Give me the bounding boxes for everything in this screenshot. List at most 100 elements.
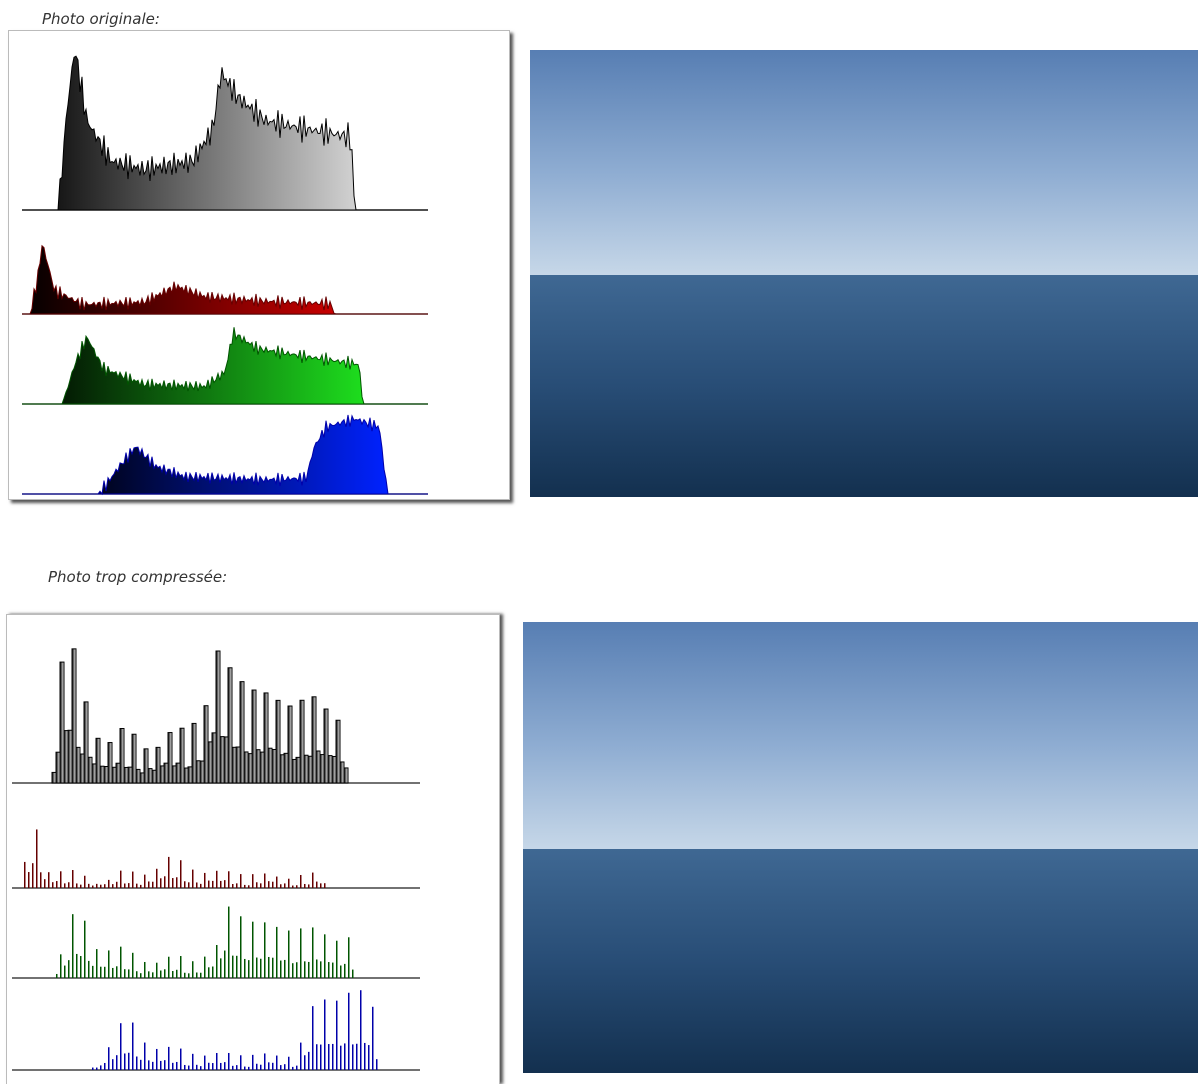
histogram-spike	[144, 962, 146, 978]
histogram-spike	[328, 1044, 330, 1070]
histogram-spike	[312, 927, 314, 978]
histogram-spike	[220, 881, 222, 888]
histogram-spike	[324, 999, 326, 1070]
histogram-spike	[304, 961, 306, 978]
histogram-spike	[336, 941, 338, 978]
histogram-spike	[136, 1057, 138, 1070]
histogram-spike	[100, 967, 102, 978]
histogram-spike	[300, 875, 302, 888]
histogram-spike	[240, 874, 242, 888]
histogram-spike	[292, 886, 294, 888]
histogram-spike	[280, 755, 284, 783]
histogram-spike	[92, 1068, 94, 1070]
histogram-spike	[152, 882, 154, 888]
histogram-spike	[248, 885, 250, 888]
histogram-spike	[176, 877, 178, 888]
histogram-spike	[80, 754, 84, 783]
histogram-spike	[264, 873, 266, 888]
histogram-spike	[116, 882, 118, 888]
histogram-spike	[156, 747, 160, 783]
histogram-spike	[108, 1047, 110, 1070]
sky	[523, 622, 1198, 849]
histogram-spike	[300, 928, 302, 978]
histogram-spike	[172, 971, 174, 978]
histogram-spike	[300, 700, 304, 783]
histogram-spike	[128, 767, 132, 783]
histogram-spike	[316, 751, 320, 783]
histogram-spike	[136, 769, 140, 783]
histogram-spike	[264, 1053, 266, 1070]
histogram-spike	[124, 1053, 126, 1070]
histogram-spike	[112, 968, 114, 978]
histogram-spike	[228, 871, 230, 888]
histogram-spike	[160, 1061, 162, 1070]
histogram-spike	[308, 756, 312, 783]
histogram-spike	[84, 702, 88, 783]
histogram-spike	[112, 767, 116, 783]
histogram-spike	[168, 733, 172, 783]
histogram-spike	[136, 971, 138, 978]
histogram-spike	[56, 881, 58, 888]
histogram-spike	[200, 973, 202, 978]
histogram-spike	[368, 1045, 370, 1070]
histogram-spike	[40, 872, 42, 888]
histogram-spike	[212, 733, 216, 783]
histogram-spike	[256, 750, 260, 783]
histogram-spike	[132, 1023, 134, 1070]
histogram-spike	[144, 1043, 146, 1070]
histogram-spike	[320, 961, 322, 978]
histogram-spike	[212, 1063, 214, 1070]
histogram-spike	[296, 962, 298, 978]
histogram-spike	[252, 922, 254, 978]
histogram-spike	[232, 747, 236, 783]
histogram-spike	[228, 668, 232, 783]
histogram-spike	[112, 1059, 114, 1070]
histogram-spike	[276, 877, 278, 888]
histogram-spike	[312, 873, 314, 888]
histogram-spike	[348, 993, 350, 1070]
histogram-spike	[244, 752, 248, 783]
histogram-spike	[272, 749, 276, 783]
histogram-spike	[124, 884, 126, 888]
histogram-spike	[240, 916, 242, 978]
histogram-spike	[304, 755, 308, 783]
histogram-spike	[132, 734, 136, 783]
histogram-spike	[216, 945, 218, 978]
histogram-spike	[276, 700, 280, 783]
histogram-spike	[72, 914, 74, 978]
histogram-spike	[280, 884, 282, 888]
histogram-spike	[52, 882, 54, 888]
histogram-spike	[208, 1063, 210, 1070]
histogram-spike	[296, 885, 298, 888]
histogram-spike	[184, 1065, 186, 1070]
histogram-spike	[344, 1043, 346, 1070]
histogram	[22, 56, 428, 210]
histogram-spike	[128, 1053, 130, 1070]
histogram-spike	[160, 878, 162, 888]
histogram-spike	[88, 757, 92, 783]
histogram-spike	[68, 960, 70, 978]
histogram-spike	[328, 756, 332, 783]
histogram-spike	[320, 755, 324, 783]
histogram-spike	[216, 1053, 218, 1070]
histogram-spike	[296, 757, 300, 783]
histogram-spike	[100, 885, 102, 888]
histogram-spike	[96, 1068, 98, 1070]
histogram-spike	[204, 873, 206, 888]
sea	[523, 849, 1198, 1073]
histogram-spike	[160, 971, 162, 978]
histogram-spike	[268, 748, 272, 783]
histogram-spike	[220, 737, 224, 783]
histogram-spike	[128, 883, 130, 888]
histogram-spike	[280, 961, 282, 978]
histogram-spike	[48, 872, 50, 888]
histogram-spike	[176, 763, 180, 783]
histogram-spike	[284, 753, 288, 783]
histogram-spike	[228, 907, 230, 978]
histogram-spike	[308, 962, 310, 978]
histogram-spike	[172, 766, 176, 783]
histogram-spike	[152, 1062, 154, 1070]
histogram-spike	[268, 881, 270, 888]
histogram-spike	[64, 883, 66, 888]
histogram-spike	[88, 961, 90, 978]
